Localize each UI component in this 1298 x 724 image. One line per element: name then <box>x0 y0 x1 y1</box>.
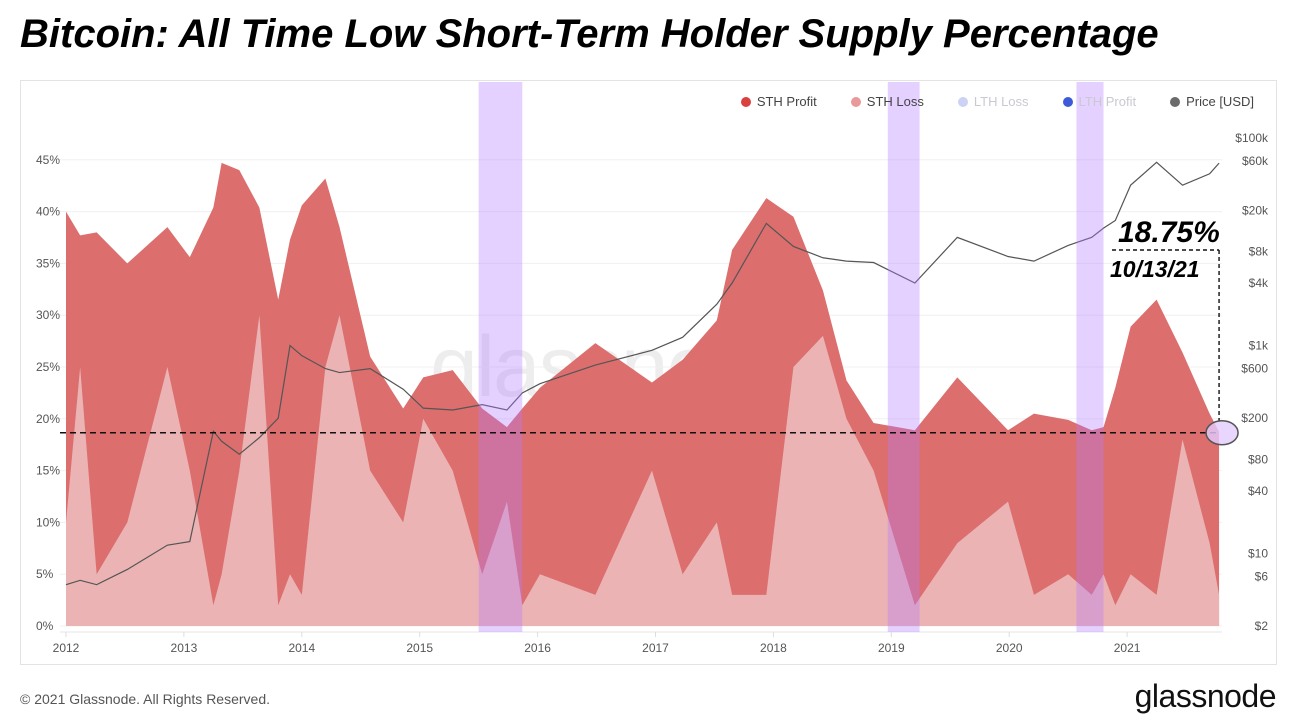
annotation-value: 18.75% <box>1118 216 1220 249</box>
y-left-tick-label: 30% <box>36 308 60 322</box>
y-left-tick-label: 35% <box>36 256 60 270</box>
legend-dot-icon <box>740 96 751 107</box>
price-line <box>65 161 1220 586</box>
legend-dot-icon <box>1170 96 1181 107</box>
y-right-tick-label: $80 <box>1248 453 1268 467</box>
x-tick-label: 2017 <box>642 641 669 655</box>
highlight-band <box>1076 82 1104 632</box>
y-right-tick-label: $2 <box>1255 619 1269 633</box>
legend-item-lth-profit[interactable]: LTH Profit <box>1062 94 1137 109</box>
legend-dot-icon <box>957 96 968 107</box>
y-right-tick-label: $10 <box>1248 546 1268 560</box>
x-tick-label: 2015 <box>406 641 433 655</box>
legend-item-sth-loss[interactable]: STH Loss <box>850 94 924 109</box>
legend-label: LTH Profit <box>1078 94 1137 109</box>
x-tick-label: 2018 <box>760 641 787 655</box>
copyright-footer: © 2021 Glassnode. All Rights Reserved. <box>20 691 271 707</box>
x-tick-label: 2013 <box>171 641 198 655</box>
highlight-band <box>478 82 523 632</box>
chart-title: Bitcoin: All Time Low Short-Term Holder … <box>20 12 1159 56</box>
annotation-date: 10/13/21 <box>1110 256 1200 282</box>
y-right-tick-label: $1k <box>1249 339 1269 353</box>
x-tick-label: 2019 <box>878 641 905 655</box>
y-left-tick-label: 45% <box>36 153 60 167</box>
legend-item-sth-profit[interactable]: STH Profit <box>740 94 817 109</box>
y-right-tick-label: $40 <box>1248 484 1268 498</box>
sth-loss-area <box>66 315 1220 626</box>
legend-item-price-usd[interactable]: Price [USD] <box>1170 94 1254 109</box>
low-point-circle-icon <box>1205 420 1239 446</box>
legend-dot-icon <box>1062 96 1073 107</box>
y-left-tick-label: 10% <box>36 515 60 529</box>
legend-label: Price [USD] <box>1186 94 1254 109</box>
y-left-tick-label: 15% <box>36 464 60 478</box>
legend-label: STH Loss <box>866 94 924 109</box>
x-tick-label: 2012 <box>53 641 80 655</box>
x-tick-label: 2016 <box>524 641 551 655</box>
x-tick-label: 2021 <box>1114 641 1141 655</box>
legend-label: STH Profit <box>756 94 817 109</box>
y-right-tick-label: $8k <box>1249 245 1269 259</box>
y-right-tick-label: $200 <box>1241 411 1268 425</box>
chart-frame <box>20 80 1277 665</box>
highlight-band <box>887 82 920 632</box>
legend: STH Profit STH Loss LTH Loss LTH Profit Pric… <box>740 94 1254 109</box>
legend-item-lth-loss[interactable]: LTH Loss <box>957 94 1029 109</box>
y-left-tick-label: 0% <box>36 619 54 633</box>
legend-dot-icon <box>850 96 861 107</box>
x-tick-label: 2014 <box>288 641 315 655</box>
y-right-tick-label: $100k <box>1235 131 1269 145</box>
y-left-tick-label: 20% <box>36 412 60 426</box>
legend-label: LTH Loss <box>973 94 1029 109</box>
y-right-tick-label: $6 <box>1255 569 1269 583</box>
x-tick-label: 2020 <box>996 641 1023 655</box>
y-right-tick-label: $60k <box>1242 154 1269 168</box>
glassnode-logo: glassnode <box>1134 678 1277 714</box>
y-left-tick-label: 25% <box>36 360 60 374</box>
y-right-tick-label: $600 <box>1241 362 1268 376</box>
y-right-tick-label: $20k <box>1242 203 1269 217</box>
y-left-tick-label: 40% <box>36 205 60 219</box>
y-right-tick-label: $4k <box>1249 276 1269 290</box>
y-left-tick-label: 5% <box>36 567 54 581</box>
